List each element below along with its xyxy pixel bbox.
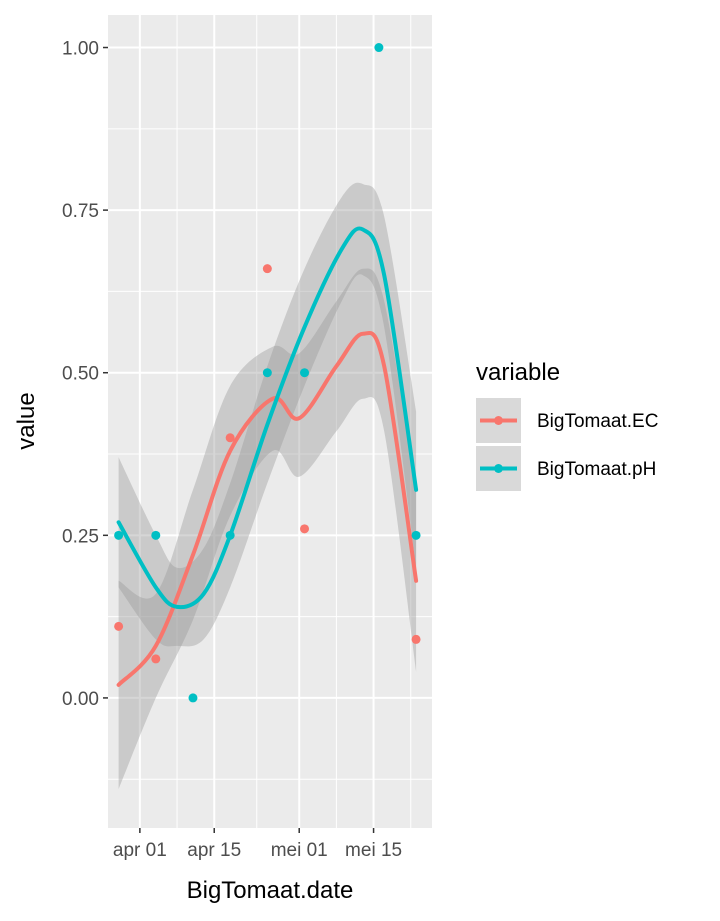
- y-tick-label: 1.00: [62, 39, 99, 60]
- legend: variable BigTomaat.EC BigTomaat.pH: [476, 359, 658, 491]
- confidence-band-ph: [118, 182, 417, 647]
- data-point-ph: [188, 693, 198, 703]
- data-point-ph: [411, 530, 421, 540]
- data-point-ec: [411, 634, 421, 644]
- y-tick-label: 0.75: [62, 201, 99, 222]
- data-point-ec: [300, 524, 310, 534]
- data-point-ec: [151, 654, 161, 664]
- data-point-ph: [114, 530, 124, 540]
- smooth-lines: [116, 226, 419, 687]
- x-tick-label: apr 15: [187, 840, 241, 861]
- legend-title: variable: [476, 359, 560, 386]
- confidence-band-ec: [118, 268, 417, 789]
- data-point-ph: [374, 43, 384, 53]
- confidence-bands: [118, 182, 417, 789]
- x-tick-label: mei 01: [271, 840, 328, 861]
- data-point-ph: [262, 368, 272, 378]
- legend-key-ec-point: [494, 416, 503, 425]
- legend-label-ec: BigTomaat.EC: [537, 411, 658, 432]
- x-tick-label: mei 15: [345, 840, 402, 861]
- data-point-ec: [262, 264, 272, 274]
- y-axis: 0.00 0.25 0.50 0.75 1.00: [62, 39, 108, 710]
- y-tick-label: 0.25: [62, 526, 99, 547]
- data-point-ph: [225, 530, 235, 540]
- data-point-ph: [300, 368, 310, 378]
- legend-label-ph: BigTomaat.pH: [537, 459, 656, 480]
- minor-grid: [108, 15, 432, 828]
- x-axis: apr 01 apr 15 mei 01 mei 15: [113, 828, 402, 861]
- smooth-line-ph: [116, 226, 419, 610]
- data-points: [114, 43, 421, 703]
- data-point-ec: [225, 433, 235, 443]
- data-point-ph: [151, 530, 161, 540]
- x-axis-title: BigTomaat.date: [187, 877, 354, 904]
- y-tick-label: 0.50: [62, 364, 99, 385]
- x-tick-label: apr 01: [113, 840, 167, 861]
- legend-key-ph-point: [494, 464, 503, 473]
- y-axis-title: value: [13, 392, 40, 449]
- major-grid: [108, 15, 432, 828]
- smooth-line-ec: [116, 330, 419, 687]
- data-point-ec: [114, 621, 124, 631]
- y-tick-label: 0.00: [62, 689, 99, 710]
